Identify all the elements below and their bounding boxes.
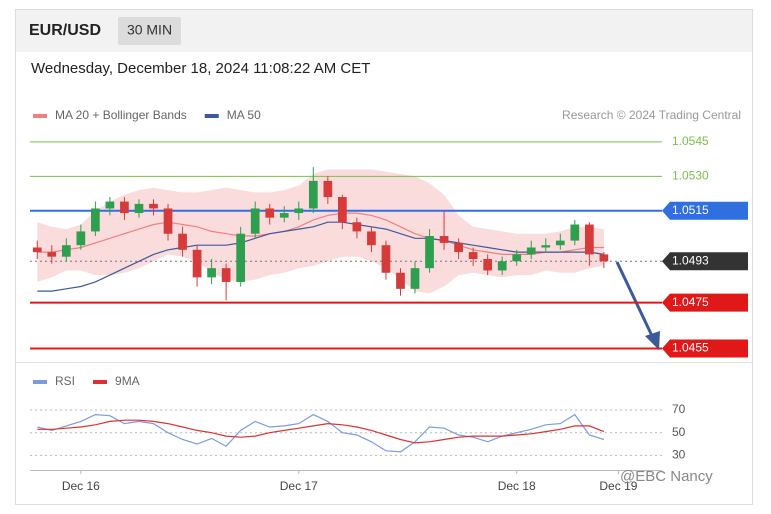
candle-body bbox=[221, 268, 231, 282]
candle-body bbox=[294, 208, 304, 214]
series-line bbox=[37, 419, 605, 444]
candle-body bbox=[120, 201, 129, 214]
candle-body bbox=[468, 252, 478, 259]
candle-body bbox=[584, 224, 594, 255]
candle-body bbox=[396, 272, 405, 289]
candle-body bbox=[483, 258, 493, 271]
candle-body bbox=[32, 247, 42, 253]
candle-body bbox=[163, 208, 173, 234]
candle-body bbox=[192, 249, 202, 278]
level-label: 1.0475 bbox=[672, 295, 709, 309]
ma-line bbox=[37, 212, 604, 255]
candle-body bbox=[105, 201, 115, 209]
legend-label: MA 20 + Bollinger Bands bbox=[55, 108, 187, 122]
legend-label: MA 50 bbox=[227, 108, 261, 122]
candle-body bbox=[497, 261, 507, 271]
level-label: 1.0545 bbox=[672, 134, 709, 148]
level-box bbox=[662, 293, 748, 312]
level-label: 1.0515 bbox=[672, 203, 709, 217]
candle-body bbox=[526, 247, 536, 255]
level-box bbox=[662, 339, 748, 358]
candle-body bbox=[599, 254, 609, 262]
candle-body bbox=[410, 268, 420, 289]
legend-swatch bbox=[204, 114, 219, 118]
level-box bbox=[662, 252, 748, 271]
x-tick-label: Dec 16 bbox=[62, 479, 100, 493]
level-label: 1.0455 bbox=[672, 341, 709, 355]
bollinger-band bbox=[37, 169, 604, 294]
candle-body bbox=[236, 233, 246, 282]
legend-swatch bbox=[33, 380, 47, 384]
candle-body bbox=[265, 208, 275, 218]
arrow-head bbox=[645, 331, 660, 350]
symbol: EUR/USD bbox=[29, 22, 101, 39]
watermark: @EBC Nancy bbox=[620, 468, 713, 485]
y-tick-label: 30 bbox=[672, 448, 686, 462]
candle-body bbox=[323, 180, 333, 197]
level-label: 1.0493 bbox=[672, 253, 709, 267]
candle-body bbox=[512, 254, 522, 262]
x-tick-label: Dec 17 bbox=[280, 479, 318, 493]
candle-body bbox=[61, 245, 71, 257]
candle-body bbox=[381, 245, 391, 273]
candle-body bbox=[439, 236, 449, 243]
series-line bbox=[37, 413, 605, 453]
interval-badge bbox=[118, 17, 181, 45]
projection-arrow bbox=[615, 261, 655, 339]
candle-body bbox=[541, 245, 551, 248]
interval: 30 MIN bbox=[127, 22, 172, 38]
y-tick-label: 50 bbox=[672, 425, 686, 439]
candle-body bbox=[134, 203, 144, 214]
candle-body bbox=[454, 242, 463, 253]
candle-body bbox=[279, 213, 289, 218]
legend-label: 9MA bbox=[115, 374, 140, 388]
y-tick-label: 70 bbox=[672, 402, 686, 416]
candle-body bbox=[425, 236, 434, 269]
timestamp: Wednesday, December 18, 2024 11:08:22 AM… bbox=[31, 60, 370, 77]
legend-swatch bbox=[93, 380, 108, 384]
candle-body bbox=[250, 208, 260, 234]
candle-body bbox=[149, 203, 158, 209]
candle-body bbox=[207, 268, 216, 278]
level-label: 1.0530 bbox=[672, 168, 709, 182]
level-box bbox=[662, 201, 748, 220]
credit: Research © 2024 Trading Central bbox=[562, 108, 741, 122]
candle-body bbox=[367, 231, 376, 246]
candle-body bbox=[76, 231, 86, 246]
legend-label: RSI bbox=[55, 374, 75, 388]
legend-swatch bbox=[33, 114, 47, 118]
candle-body bbox=[178, 233, 187, 250]
candle-body bbox=[91, 208, 100, 232]
candle-body bbox=[308, 180, 318, 209]
x-tick-label: Dec 19 bbox=[599, 479, 637, 493]
candle-body bbox=[47, 252, 57, 257]
candle-body bbox=[570, 224, 580, 241]
candle-body bbox=[338, 196, 347, 223]
x-tick-label: Dec 18 bbox=[498, 479, 536, 493]
candle-body bbox=[352, 222, 362, 232]
ma-line bbox=[37, 221, 604, 292]
candle-body bbox=[555, 240, 565, 246]
